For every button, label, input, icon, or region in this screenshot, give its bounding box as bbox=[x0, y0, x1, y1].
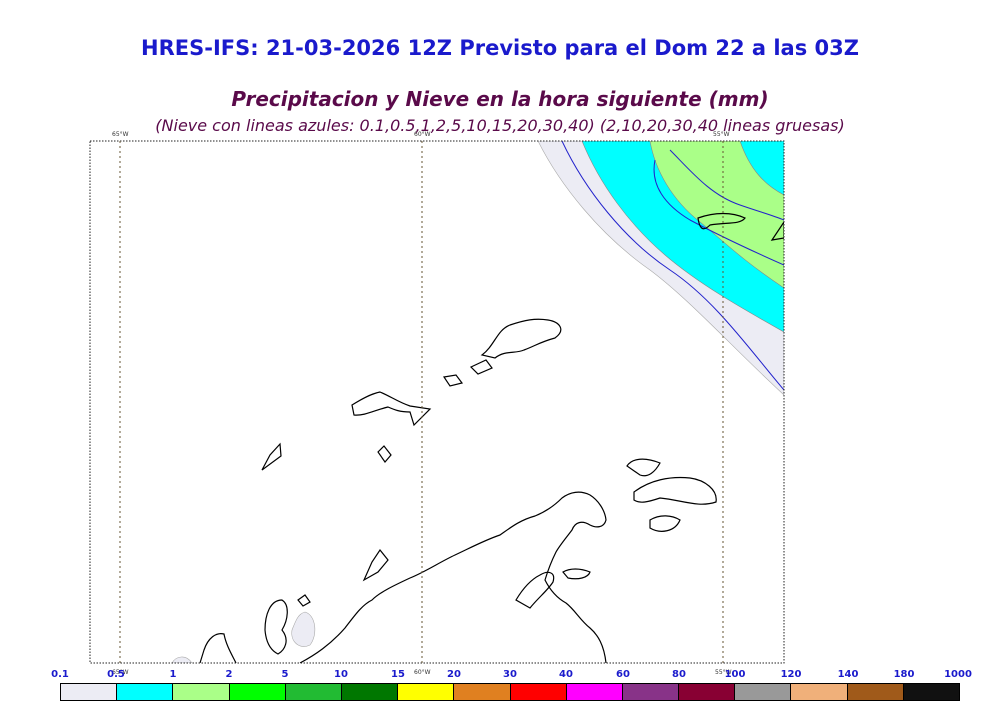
colorbar-swatch bbox=[679, 684, 736, 700]
colorbar-label: 10 bbox=[334, 669, 348, 680]
colorbar-swatch bbox=[903, 684, 959, 700]
colorbar-label: 20 bbox=[447, 669, 461, 680]
meridian-label-top: 65°W bbox=[112, 131, 129, 138]
precip-light-patch bbox=[171, 656, 193, 663]
coastline-island bbox=[351, 391, 432, 427]
colorbar-label: 15 bbox=[391, 669, 405, 680]
colorbar-swatch bbox=[791, 684, 848, 700]
precip-heavy-area bbox=[649, 141, 784, 289]
colorbar-label: 120 bbox=[780, 669, 802, 680]
colorbar-label: 80 bbox=[672, 669, 686, 680]
coastline-island bbox=[442, 374, 464, 387]
colorbar-label: 0.5 bbox=[107, 669, 125, 680]
precip-light-patch bbox=[291, 611, 316, 647]
colorbar-swatch bbox=[566, 684, 623, 700]
colorbar-label: 40 bbox=[559, 669, 573, 680]
colorbar-label: 5 bbox=[281, 669, 289, 680]
meridian-label-bottom: 65°W bbox=[112, 669, 129, 676]
coastline-heavy-region bbox=[770, 220, 784, 241]
colorbar-swatch bbox=[341, 684, 399, 700]
coastline-heavy-region bbox=[697, 212, 746, 230]
colorbar-swatch bbox=[61, 684, 118, 700]
colorbar-label: 30 bbox=[503, 669, 517, 680]
colorbar-swatch bbox=[285, 684, 342, 700]
coastline-island bbox=[377, 445, 392, 463]
meridian-label-top: 60°W bbox=[414, 131, 431, 138]
colorbar-label: 1000 bbox=[944, 669, 972, 680]
snow-contour-subtitle: (Nieve con lineas azules: 0.1,0.5,1,2,5,… bbox=[155, 116, 845, 135]
colorbar-swatch bbox=[454, 684, 511, 700]
precipitation-field bbox=[171, 141, 784, 663]
colorbar-label: 100 bbox=[724, 669, 746, 680]
colorbar-label: 60 bbox=[616, 669, 630, 680]
meridian-label-bottom: 60°W bbox=[414, 669, 431, 676]
colorbar-label: 2 bbox=[225, 669, 233, 680]
precipitation-colorbar bbox=[60, 683, 960, 701]
coastline-island bbox=[469, 359, 493, 375]
colorbar-label: 1 bbox=[169, 669, 177, 680]
coastline-island bbox=[261, 442, 282, 471]
colorbar-swatch bbox=[229, 684, 286, 700]
map-frame bbox=[89, 140, 785, 664]
snow-contour bbox=[669, 149, 784, 221]
colorbar-swatch bbox=[735, 684, 792, 700]
coastline-island bbox=[362, 548, 389, 582]
colorbar-swatch bbox=[510, 684, 567, 700]
coastline-inlet bbox=[562, 568, 591, 580]
colorbar-swatch bbox=[622, 684, 680, 700]
meridian-label-top: 55°W bbox=[713, 131, 730, 138]
coastline-island bbox=[297, 594, 311, 607]
colorbar-swatch bbox=[398, 684, 455, 700]
colorbar-label: 0.1 bbox=[51, 669, 69, 680]
coastline-peninsula bbox=[299, 491, 607, 663]
variable-title: Precipitacion y Nieve en la hora siguien… bbox=[231, 87, 769, 111]
meridian-label-bottom: 55°W bbox=[715, 669, 732, 676]
snow-contour bbox=[561, 141, 784, 391]
coastline-island bbox=[649, 515, 681, 532]
snow-contour bbox=[653, 159, 784, 266]
coastline-island bbox=[626, 458, 661, 477]
colorbar-label: 140 bbox=[837, 669, 859, 680]
coastlines bbox=[199, 212, 784, 663]
colorbar-swatch bbox=[173, 684, 230, 700]
meridian-gridlines bbox=[119, 141, 724, 663]
coastline-island bbox=[199, 633, 237, 663]
coastline-island bbox=[264, 599, 288, 655]
coastline-inlet bbox=[515, 571, 555, 609]
coastline-island bbox=[480, 318, 562, 359]
model-run-title: HRES-IFS: 21-03-2026 12Z Previsto para e… bbox=[141, 36, 859, 60]
colorbar-label: 180 bbox=[893, 669, 915, 680]
colorbar-swatch bbox=[117, 684, 174, 700]
coastline-island bbox=[633, 476, 717, 505]
colorbar-swatch bbox=[847, 684, 904, 700]
